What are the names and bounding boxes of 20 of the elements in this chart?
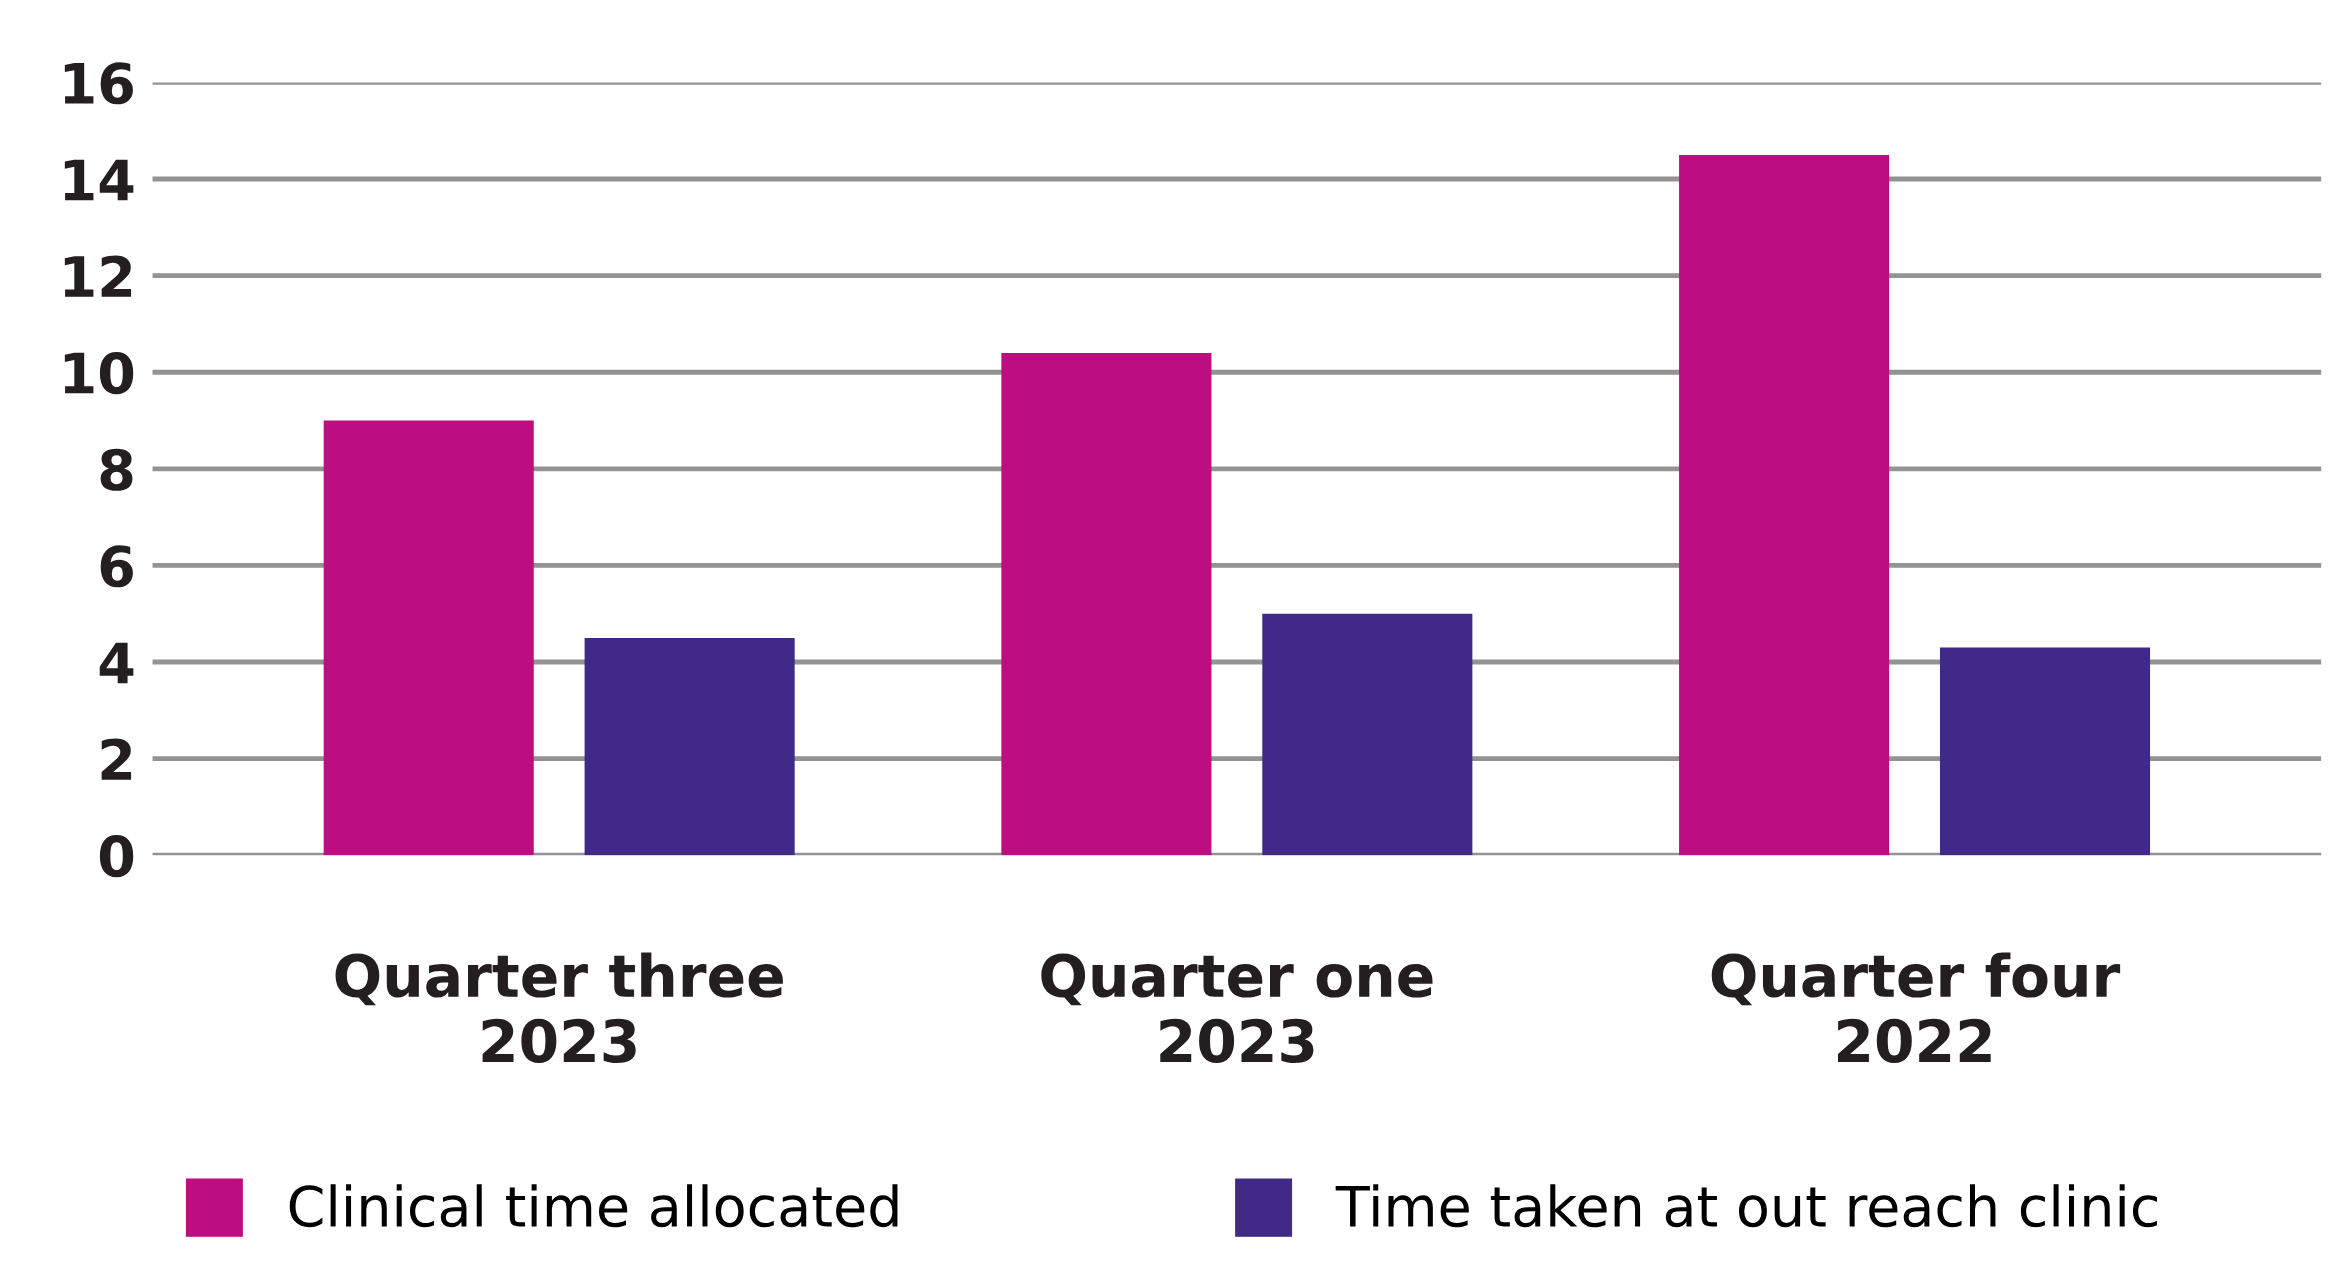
y-tick-label: 16 [64, 62, 133, 105]
legend-label: Clinical time allocated [289, 1184, 898, 1228]
bar [1939, 647, 2151, 856]
y-tick-label: 12 [64, 255, 132, 297]
y-tick-label: 2 [101, 738, 132, 780]
x-tick-label: Quarter one 2023 [1041, 953, 1433, 1063]
x-tick-label: Quarter three 2023 [335, 952, 783, 1063]
y-tick-label: 14 [64, 159, 134, 201]
x-tick-label: Quarter four 2022 [1711, 952, 2121, 1063]
y-tick-label: 4 [99, 642, 134, 684]
y-tick-label: 10 [64, 352, 134, 395]
legend-label: Time taken at out reach clinic [1335, 1184, 2157, 1228]
bar [584, 637, 795, 856]
bar [323, 420, 534, 856]
bar [1262, 613, 1473, 856]
y-tick-label: 8 [100, 448, 133, 491]
bar [1001, 352, 1212, 856]
y-tick-label: 0 [99, 835, 134, 878]
bar [1679, 154, 1890, 856]
y-tick-label: 6 [100, 545, 133, 588]
